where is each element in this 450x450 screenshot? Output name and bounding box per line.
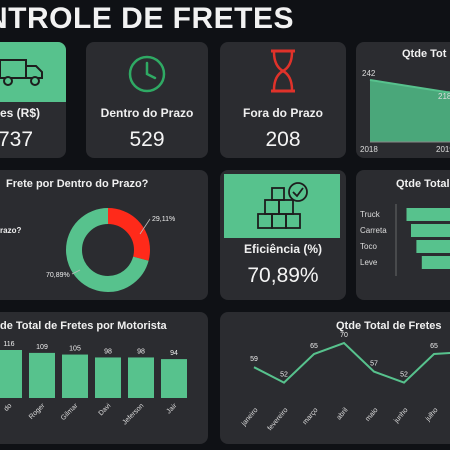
driver-value-label: 105 — [69, 346, 81, 353]
month-category-label: julho — [424, 407, 440, 424]
driver-value-label: 94 — [170, 350, 178, 357]
driver-category-label: do — [3, 402, 14, 413]
month-line-chart: 59 janeiro 52 fevereiro 65 março 70 abril 57 maio… — [240, 332, 450, 432]
boxes-check-icon — [257, 182, 308, 229]
driver-bar — [95, 357, 121, 398]
truck-icon — [0, 59, 43, 86]
kpi-card-total[interactable]: tes (R$) 737 — [0, 42, 66, 158]
month-category-label: janeiro — [240, 407, 260, 428]
driver-bar — [29, 352, 55, 398]
vehicle-bar — [406, 208, 450, 221]
kpi-value-efficiency: 70,89% — [247, 264, 319, 287]
driver-bar — [128, 357, 154, 398]
month-category-label: fevereiro — [267, 407, 290, 432]
month-category-label: junho — [393, 407, 410, 425]
vehicle-category-label: Truck — [360, 210, 381, 219]
month-value-label: 70 — [340, 332, 348, 339]
donut-chart: 29,11% 70,89% — [46, 208, 175, 292]
vehicle-category-label: Toco — [360, 242, 377, 251]
kpi-label-total: tes (R$) — [0, 106, 41, 120]
year-area-line — [369, 79, 450, 94]
donut-leader-late — [139, 218, 151, 235]
year-chart-title: Qtde Tot — [402, 48, 447, 60]
driver-bar — [161, 359, 187, 398]
vehicle-bar — [411, 224, 450, 237]
driver-category-label: Davi — [98, 402, 113, 417]
title-bar: NTROLE DE FRETES — [0, 0, 450, 38]
year-area-chart: 242 218 2018 2019 — [360, 69, 450, 154]
driver-chart-card[interactable]: de Total de Fretes por Motorista 116 do 10… — [0, 312, 208, 444]
vehicle-category-label: Leve — [360, 258, 378, 267]
donut-label-on-time: 70,89% — [46, 272, 70, 279]
year-area-fill — [370, 80, 450, 142]
month-line — [253, 341, 450, 384]
page-title: NTROLE DE FRETES — [0, 2, 295, 35]
kpi-label-efficiency: Eficiência (%) — [243, 242, 323, 256]
kpi-card-efficiency[interactable]: Eficiência (%) 70,89% — [220, 170, 346, 300]
donut-legend-title: razo? — [0, 226, 22, 235]
driver-value-label: 98 — [104, 348, 112, 355]
clock-icon — [128, 55, 166, 93]
year-value-2019: 218 — [438, 92, 450, 101]
month-value-label: 52 — [280, 372, 288, 379]
driver-category-label: Jair — [165, 402, 178, 415]
month-category-label: março — [302, 407, 320, 426]
hourglass-icon — [271, 49, 295, 93]
year-chart-card[interactable]: Qtde Tot 242 218 2018 2019 — [356, 42, 450, 158]
month-chart-card[interactable]: Qtde Total de Fretes 59 janeiro 52 fevereir… — [220, 312, 450, 444]
vehicle-chart-card[interactable]: Qtde Total Truck Carreta Toco Leve — [356, 170, 450, 300]
driver-bar — [62, 354, 88, 398]
donut-slice-on-time — [66, 208, 150, 292]
vehicle-bar — [416, 240, 450, 253]
donut-title: Frete por Dentro do Prazo? — [6, 178, 149, 190]
driver-bar — [0, 350, 22, 398]
kpi-icon-panel — [0, 42, 66, 102]
vehicle-bar-chart: Truck Carreta Toco Leve — [360, 204, 450, 276]
month-value-label: 57 — [370, 361, 378, 368]
vehicle-category-label: Carreta — [360, 226, 387, 235]
kpi-label-late: Fora do Prazo — [242, 106, 323, 120]
kpi-value-total: 737 — [0, 128, 34, 151]
month-chart-title: Qtde Total de Fretes — [336, 320, 442, 332]
driver-chart-title: de Total de Fretes por Motorista — [0, 320, 167, 332]
month-category-label: maio — [364, 407, 379, 423]
donut-leader-on-time — [71, 269, 81, 275]
kpi-value-on-time: 529 — [129, 128, 165, 151]
driver-bar-chart: 116 do 109 Roger 105 Gilmar 98 Davi 98 Jeferson 94… — [0, 341, 187, 426]
year-tick-2019: 2019 — [436, 145, 450, 154]
month-value-label: 65 — [310, 343, 318, 350]
kpi-card-on-time[interactable]: Dentro do Prazo 529 — [86, 42, 208, 158]
vehicle-bar — [421, 256, 450, 269]
kpi-value-late: 208 — [265, 128, 301, 151]
driver-value-label: 98 — [137, 348, 145, 355]
month-value-label: 65 — [430, 343, 438, 350]
year-value-2018: 242 — [362, 69, 376, 78]
driver-category-label: Jeferson — [121, 402, 145, 426]
kpi-card-late[interactable]: Fora do Prazo 208 — [220, 42, 346, 158]
month-category-label: abril — [336, 406, 350, 421]
driver-category-label: Roger — [28, 402, 47, 421]
driver-value-label: 116 — [3, 341, 14, 348]
donut-label-late: 29,11% — [152, 216, 175, 223]
month-value-label: 59 — [250, 356, 258, 363]
vehicle-chart-title: Qtde Total — [396, 178, 450, 190]
driver-category-label: Gilmar — [60, 402, 80, 422]
month-value-label: 52 — [400, 372, 408, 379]
donut-card[interactable]: Frete por Dentro do Prazo? razo? 29,11% 7… — [0, 170, 208, 300]
kpi-label-on-time: Dentro do Prazo — [100, 106, 194, 120]
year-tick-2018: 2018 — [360, 145, 378, 154]
driver-value-label: 109 — [36, 344, 48, 351]
kpi-efficiency-icon-panel — [224, 174, 340, 238]
